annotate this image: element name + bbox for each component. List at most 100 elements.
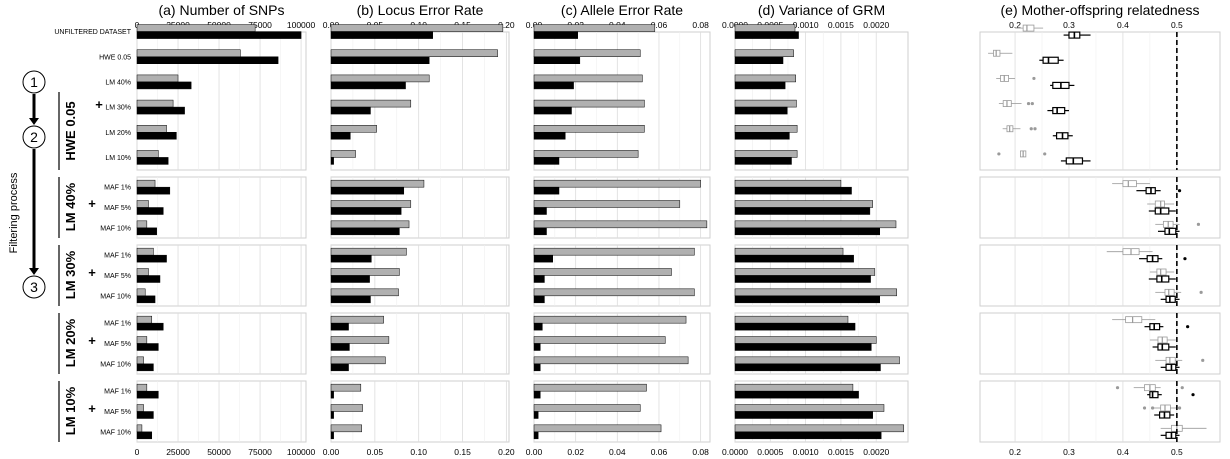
bar-black <box>330 322 349 331</box>
bar-black <box>136 343 159 351</box>
bar-grey <box>734 404 885 412</box>
bar-black <box>330 411 334 419</box>
row-label: LM 40% <box>105 79 131 86</box>
bar-grey <box>330 356 386 365</box>
tick-label-top: 0.0010 <box>793 20 819 30</box>
bar-black <box>734 295 881 304</box>
bar-black <box>136 157 169 165</box>
bar-black <box>734 275 871 283</box>
bar-grey <box>734 220 897 229</box>
bar-black <box>330 275 370 283</box>
box-iqr <box>1164 227 1177 235</box>
bar-black <box>136 81 192 90</box>
facet-box <box>136 380 307 443</box>
tick-label-top: 0.4 <box>1117 20 1129 30</box>
panel-1: (b) Locus Error Rate0.000.000.050.050.10… <box>323 2 515 457</box>
step-number: 2 <box>30 129 38 145</box>
tick-label-top: 100000 <box>287 20 316 30</box>
bar-grey <box>330 49 498 57</box>
group-label: LM 30% <box>63 250 78 299</box>
box-outlier <box>1033 127 1037 131</box>
bar-black <box>330 363 349 372</box>
bar-black <box>136 56 279 64</box>
bar-grey <box>734 424 905 433</box>
row-label: MAF 5% <box>104 205 131 212</box>
chart-panels: (a) Number of SNPs0025000250005000050000… <box>135 2 1221 457</box>
bar-grey <box>533 220 708 229</box>
bar-black <box>136 31 302 39</box>
bar-black <box>734 254 854 263</box>
bar-black <box>734 106 788 115</box>
bar-grey <box>330 288 399 297</box>
bar-black <box>136 254 167 263</box>
bar-black <box>533 157 560 165</box>
tick-label-bottom: 0.5 <box>1171 447 1183 457</box>
tick-label-bottom: 0.00 <box>526 447 543 457</box>
bar-grey <box>533 315 687 324</box>
bar-black <box>330 132 351 140</box>
box-iqr <box>1165 295 1176 303</box>
step-number: 1 <box>30 74 38 90</box>
bar-grey <box>330 220 410 229</box>
bar-grey <box>533 125 645 133</box>
box-outlier <box>1030 101 1034 106</box>
bar-black <box>734 31 799 39</box>
bar-black <box>734 157 792 165</box>
bar-grey <box>136 315 153 324</box>
row-label: MAF 1% <box>104 389 131 396</box>
tick-label-bottom: 0.3 <box>1063 447 1075 457</box>
box-iqr <box>1164 288 1175 296</box>
row-label: LM 20% <box>105 130 131 137</box>
bar-grey <box>136 383 148 392</box>
bar-black <box>330 254 372 263</box>
tick-label-bottom: 50000 <box>207 447 231 457</box>
tick-label-top: 0.0015 <box>828 20 854 30</box>
bar-grey <box>330 268 400 276</box>
bar-black <box>533 186 560 195</box>
bar-black <box>136 227 157 236</box>
bar-black <box>136 431 153 440</box>
bar-black <box>734 186 852 195</box>
box-outlier <box>1177 189 1182 193</box>
bar-grey <box>136 200 149 208</box>
bar-black <box>533 254 553 263</box>
bar-black <box>734 343 872 351</box>
row-label: MAF 5% <box>104 341 131 348</box>
bar-grey <box>533 24 656 32</box>
row-label: LM 10% <box>105 155 131 162</box>
bar-black <box>533 390 541 399</box>
bar-grey <box>136 336 148 344</box>
bar-grey <box>734 150 798 158</box>
tick-label-bottom: 0.08 <box>692 447 709 457</box>
bar-grey <box>734 247 844 256</box>
bar-grey <box>136 24 256 32</box>
bar-black <box>734 81 786 90</box>
step-number: 3 <box>30 279 38 295</box>
bar-grey <box>136 424 143 433</box>
tick-label-top: 0.2 <box>1009 20 1021 30</box>
box-outlier <box>1026 101 1031 106</box>
bar-black <box>136 411 154 419</box>
panel-4: (e) Mother-offspring relatedness 0.2 0.2 0.… <box>979 2 1221 457</box>
bar-black <box>330 186 405 195</box>
bar-black <box>734 363 881 372</box>
box-outlier <box>1180 386 1184 390</box>
bar-black <box>734 56 784 64</box>
group-label: HWE 0.05 <box>63 101 78 160</box>
box-iqr <box>1052 106 1066 115</box>
box-iqr <box>1154 200 1165 208</box>
box-outlier <box>1183 257 1187 261</box>
bar-grey <box>330 315 384 324</box>
group-label: LM 40% <box>63 182 78 231</box>
bar-black <box>533 295 545 304</box>
bar-black <box>533 363 541 372</box>
bar-grey <box>734 125 798 133</box>
row-label: MAF 1% <box>104 253 131 260</box>
bar-grey <box>533 424 662 433</box>
plus-sign: + <box>88 401 96 416</box>
tick-label-top: 0.20 <box>498 20 515 30</box>
bar-black <box>533 56 581 64</box>
tick-label-top: 0.5 <box>1171 20 1183 30</box>
bar-grey <box>734 24 796 32</box>
bar-grey <box>734 336 877 344</box>
